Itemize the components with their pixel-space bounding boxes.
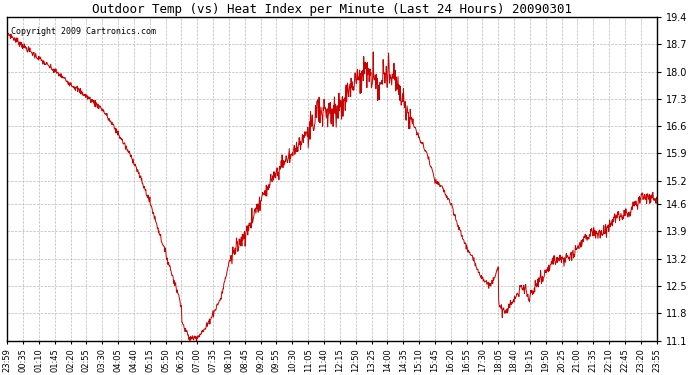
Text: Copyright 2009 Cartronics.com: Copyright 2009 Cartronics.com: [10, 27, 155, 36]
Title: Outdoor Temp (vs) Heat Index per Minute (Last 24 Hours) 20090301: Outdoor Temp (vs) Heat Index per Minute …: [92, 3, 572, 16]
